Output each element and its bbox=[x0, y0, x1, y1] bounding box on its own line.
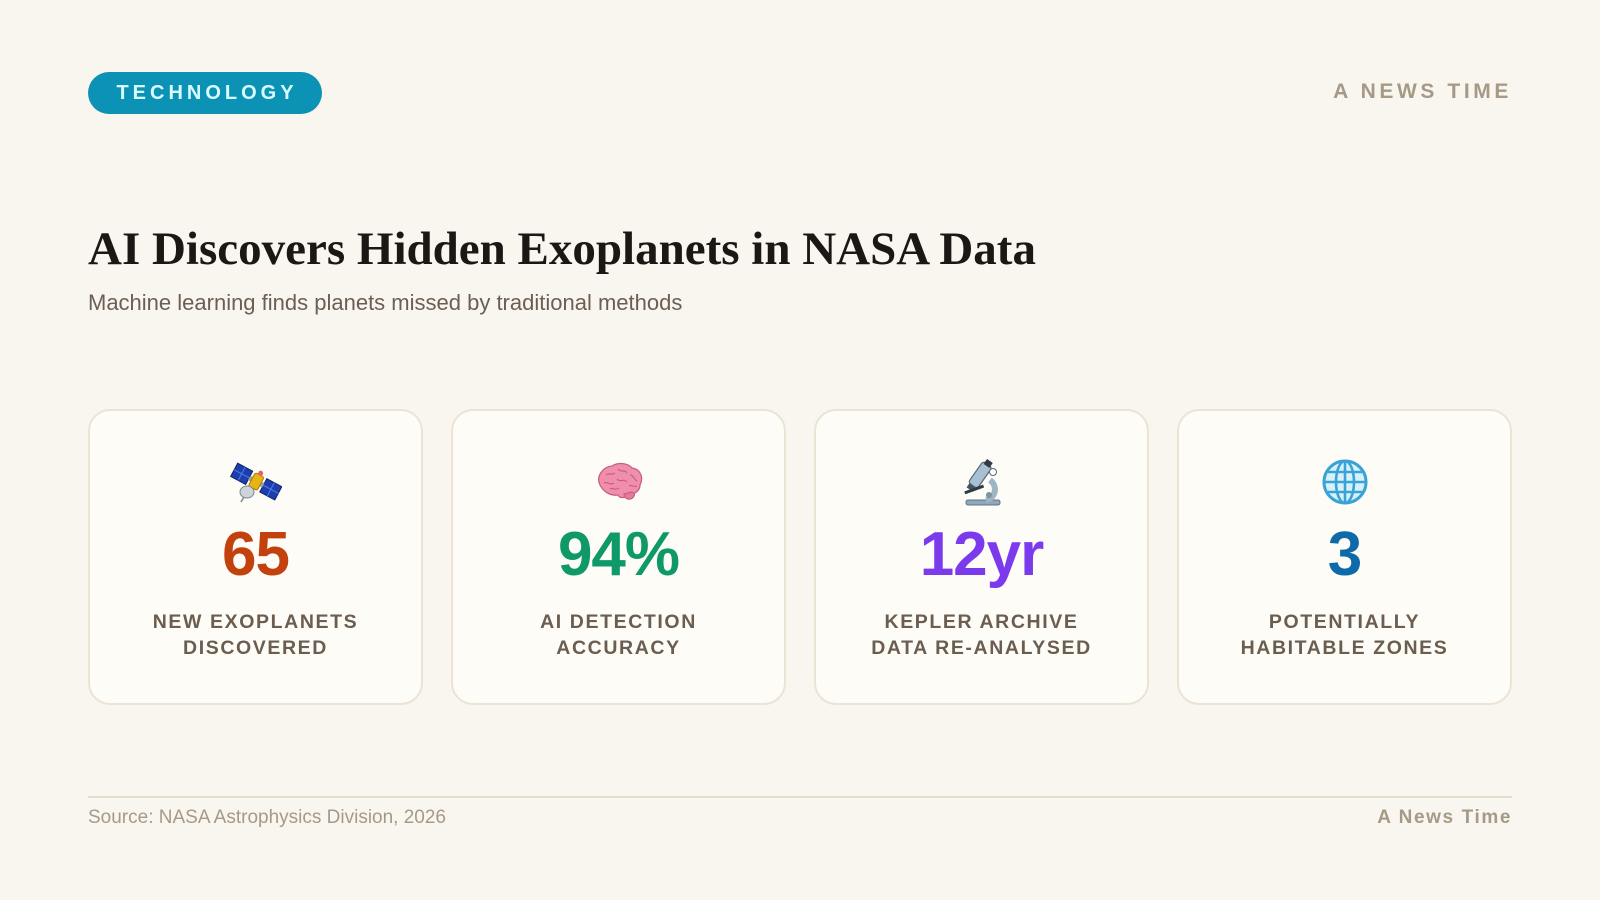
category-badge-label: TECHNOLOGY bbox=[116, 81, 298, 104]
stat-card-archive: 12yr KEPLER ARCHIVE DATA RE-ANALYSED bbox=[814, 409, 1149, 705]
stats-cards: 65 NEW EXOPLANETS DISCOVERED 94% AI DETE… bbox=[88, 409, 1512, 705]
satellite-icon bbox=[226, 455, 286, 509]
page-title: AI Discovers Hidden Exoplanets in NASA D… bbox=[88, 223, 1036, 275]
globe-icon bbox=[1315, 455, 1375, 509]
stat-card-habitable: 3 POTENTIALLY HABITABLE ZONES bbox=[1177, 409, 1512, 705]
stat-card-exoplanets: 65 NEW EXOPLANETS DISCOVERED bbox=[88, 409, 423, 705]
stat-label: POTENTIALLY HABITABLE ZONES bbox=[1240, 611, 1449, 659]
stat-label: KEPLER ARCHIVE DATA RE-ANALYSED bbox=[871, 611, 1092, 659]
stat-label: NEW EXOPLANETS DISCOVERED bbox=[152, 611, 359, 659]
stat-value: 3 bbox=[1327, 520, 1362, 589]
stat-value: 65 bbox=[222, 520, 290, 589]
footer-divider bbox=[88, 796, 1512, 798]
source-credit: Source: NASA Astrophysics Division, 2026 bbox=[88, 807, 447, 828]
category-badge[interactable]: TECHNOLOGY bbox=[88, 72, 322, 114]
brand-logo: A NEWS TIME bbox=[1333, 80, 1512, 103]
stat-label: AI DETECTION ACCURACY bbox=[540, 611, 697, 659]
microscope-icon bbox=[952, 455, 1012, 509]
stat-value: 94% bbox=[557, 520, 680, 589]
brain-icon bbox=[589, 455, 649, 509]
stat-card-accuracy: 94% AI DETECTION ACCURACY bbox=[451, 409, 786, 705]
footer-brand: A News Time bbox=[1377, 807, 1512, 828]
page-subtitle: Machine learning finds planets missed by… bbox=[88, 290, 683, 315]
stat-value: 12yr bbox=[919, 520, 1045, 589]
